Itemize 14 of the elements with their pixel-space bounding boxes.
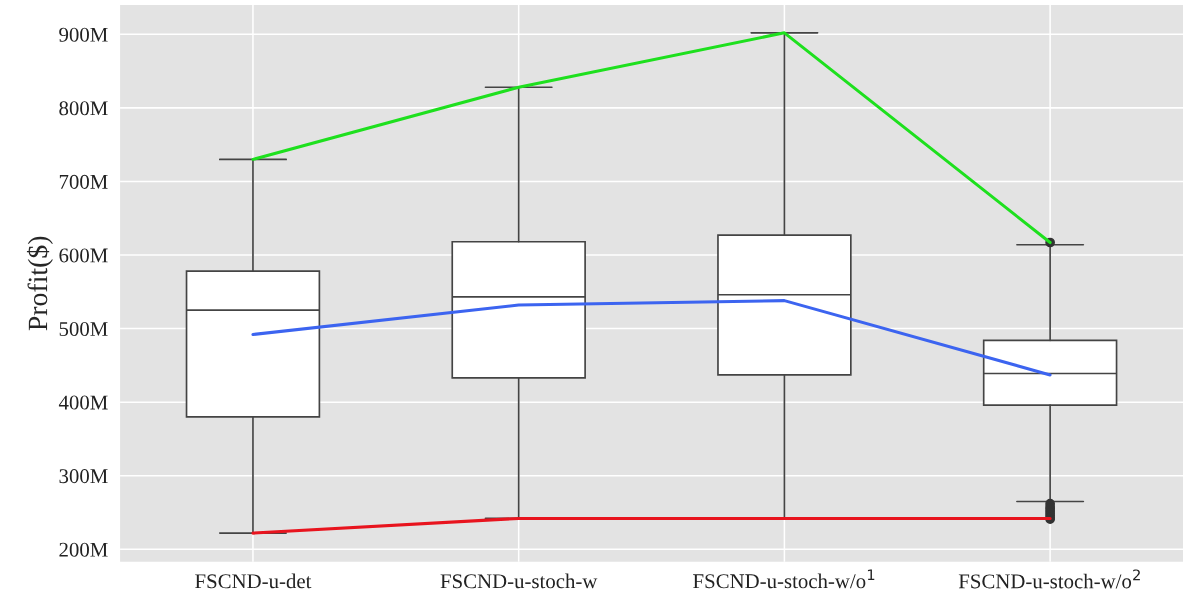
y-tick-label: 600M	[59, 248, 108, 263]
y-tick-label: 800M	[59, 101, 108, 116]
x-tick-label: FSCND-u-stoch-w/o$^{1}$	[693, 569, 875, 589]
x-tick-label: FSCND-u-stoch-w/o$^{2}$	[958, 569, 1140, 589]
x-tick-label: FSCND-u-stoch-w	[440, 573, 598, 589]
y-tick-label: 900M	[59, 27, 108, 42]
y-tick-label: 400M	[58, 395, 108, 410]
x-tick-label: FSCND-u-det	[195, 573, 312, 589]
y-tick-label: 500M	[59, 321, 108, 337]
y-axis-title: Profit($)	[26, 236, 53, 331]
y-tick-label: 200M	[59, 542, 108, 557]
line-series	[251, 299, 1052, 377]
y-tick-label: 300M	[59, 469, 108, 484]
y-tick-label: 700M	[59, 174, 108, 189]
